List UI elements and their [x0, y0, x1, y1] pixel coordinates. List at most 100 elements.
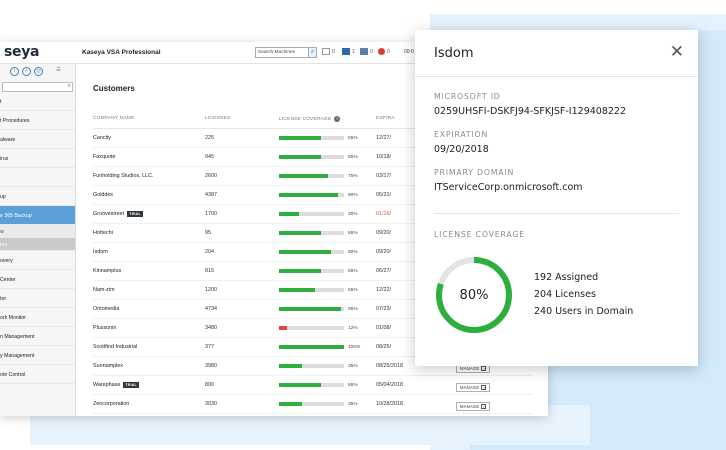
- sidebar-item[interactable]: Center: [0, 270, 75, 289]
- close-icon[interactable]: ✕: [669, 42, 684, 62]
- company-name[interactable]: Groovestreet TRIAL: [93, 211, 205, 217]
- coverage-percent: 80%: [348, 249, 358, 255]
- company-name-text: Ontomedia: [93, 306, 120, 312]
- coverage-donut: [436, 257, 512, 333]
- sidebar-item[interactable]: alware: [0, 130, 75, 149]
- expiration-label: EXPIRATION: [434, 130, 489, 139]
- table-row[interactable]: Sunnamplex 3980 35% 08/25/2018 MANAGE ↗: [93, 357, 533, 376]
- column-licenses[interactable]: LICENSES: [205, 116, 231, 121]
- license-count: 800: [205, 382, 214, 388]
- sidebar-search-input[interactable]: ⌕: [2, 82, 73, 92]
- license-coverage: 80%: [279, 250, 376, 255]
- table-row[interactable]: Plussunin 3480 12% 01/08/: [93, 319, 533, 338]
- table-row[interactable]: Faxquote 945 65% 10/18/: [93, 148, 533, 167]
- coverage-percent: 65%: [348, 268, 358, 274]
- company-name[interactable]: Ontomedia: [93, 306, 205, 312]
- company-name[interactable]: Faxquote: [93, 154, 205, 160]
- task-icon: [360, 48, 368, 55]
- alarm-count: 0: [387, 48, 390, 55]
- sidebar-item[interactable]: ork Monitor: [0, 308, 75, 327]
- company-name[interactable]: Nam-zim: [93, 287, 205, 293]
- alarm-status[interactable]: 0: [378, 48, 390, 55]
- manage-button[interactable]: MANAGE ↗: [456, 402, 491, 411]
- sidebar-item[interactable]: ote Control: [0, 365, 75, 384]
- company-name[interactable]: Plussunin: [93, 325, 205, 331]
- expiration-date: 08/25/: [376, 344, 391, 350]
- company-name-text: Funholding Studios, LLC.: [93, 173, 154, 179]
- search-icon[interactable]: ⌕: [308, 47, 317, 58]
- task-status[interactable]: 0: [360, 48, 373, 55]
- expiration-value: 09/20/2018: [434, 144, 489, 155]
- table-row[interactable]: Kinnamplus 815 65% 06/27/: [93, 262, 533, 281]
- coverage-percent: 55%: [348, 287, 358, 293]
- menu-icon[interactable]: ☰: [56, 67, 61, 73]
- sidebar-item[interactable]: irus: [0, 149, 75, 168]
- microsoft-id-value: 0259UHSFI-DSKFJ94-SFKJSF-I129408222: [434, 106, 627, 117]
- coverage-bar-fill: [279, 364, 302, 368]
- company-name[interactable]: Cancity: [93, 135, 205, 141]
- table-row[interactable]: Scottfind Industrial 377 100% 08/25/: [93, 338, 533, 357]
- table-row[interactable]: Isdom 204 80% 09/20/: [93, 243, 533, 262]
- table-row[interactable]: Zencorporation 3030 35% 10/28/2018 MANAGE ↗: [93, 395, 533, 414]
- table-row[interactable]: Warephase TRIAL 800 65% 05/04/2018 MANAGE ↗: [93, 376, 533, 395]
- company-name[interactable]: Sunnamplex: [93, 363, 205, 369]
- panel-header: Isdom ✕: [415, 30, 698, 77]
- column-company[interactable]: COMPANY NAME: [93, 116, 135, 121]
- company-name[interactable]: Isdom: [93, 249, 205, 255]
- company-name[interactable]: Funholding Studios, LLC.: [93, 173, 205, 179]
- divider: [434, 213, 679, 214]
- sidebar-item[interactable]: w: [0, 225, 75, 238]
- sidebar-item[interactable]: [0, 168, 75, 187]
- search-icon[interactable]: ⌕: [67, 83, 71, 89]
- expiration-date: 12/22/: [376, 287, 391, 293]
- column-coverage[interactable]: LICENSE COVERAGE?: [279, 114, 376, 128]
- company-name[interactable]: Scottfind Industrial: [93, 344, 205, 350]
- primary-domain-label: PRIMARY DOMAIN: [434, 168, 515, 177]
- mail-status[interactable]: 0: [322, 48, 335, 55]
- company-name[interactable]: Zencorporation: [93, 401, 205, 407]
- info-icon[interactable]: i: [10, 67, 19, 76]
- table-row[interactable]: Groovestreet TRIAL 1700 30% 01/16/: [93, 205, 533, 224]
- coverage-bar: [279, 307, 344, 311]
- company-name[interactable]: Kinnamplus: [93, 268, 205, 274]
- manage-button[interactable]: MANAGE ↗: [456, 383, 491, 392]
- monitor-status[interactable]: 1: [342, 48, 355, 55]
- sidebar-item[interactable]: overy: [0, 251, 75, 270]
- table-row[interactable]: Cancity 225 65% 12/27/: [93, 129, 533, 148]
- sidebar-item[interactable]: t: [0, 92, 75, 111]
- sidebar-item[interactable]: ers: [0, 238, 75, 251]
- company-name[interactable]: Golddex: [93, 192, 205, 198]
- sidebar-item[interactable]: t Procedures: [0, 111, 75, 130]
- sidebar-item[interactable]: tor: [0, 289, 75, 308]
- company-name[interactable]: Warephase TRIAL: [93, 382, 205, 388]
- company-name-text: Kinnamplus: [93, 268, 122, 274]
- expiration-date: 01/08/: [376, 325, 391, 331]
- table-row[interactable]: Hottechi 95 65% 09/20/: [93, 224, 533, 243]
- trial-badge: TRIAL: [127, 211, 143, 217]
- coverage-percent: 65%: [348, 382, 358, 388]
- sidebar-item[interactable]: e 365 Backup: [0, 206, 75, 225]
- sidebar-item[interactable]: up: [0, 187, 75, 206]
- sidebar-item[interactable]: y Management: [0, 346, 75, 365]
- table-row[interactable]: Funholding Studios, LLC. 2600 75% 03/17/: [93, 167, 533, 186]
- license-coverage: 90%: [279, 193, 376, 198]
- sidebar-item[interactable]: n Management: [0, 327, 75, 346]
- search-machines-input[interactable]: Search Machines: [255, 47, 309, 58]
- check-icon[interactable]: ✓: [22, 67, 31, 76]
- license-count: 95: [205, 230, 211, 236]
- table-row[interactable]: Ontomedia 4734 95% 07/23/: [93, 300, 533, 319]
- column-expiration[interactable]: EXPIRA: [376, 116, 395, 121]
- company-name[interactable]: Hottechi: [93, 230, 205, 236]
- license-coverage-label: LICENSE COVERAGE: [434, 230, 525, 239]
- users-count: 240 Users in Domain: [534, 306, 634, 317]
- coverage-bar: [279, 136, 344, 140]
- info-icon[interactable]: ?: [334, 116, 341, 122]
- license-coverage: 75%: [279, 174, 376, 179]
- table-row[interactable]: Nam-zim 1200 55% 12/22/: [93, 281, 533, 300]
- expiration-date: 10/18/: [376, 154, 391, 160]
- globe-icon[interactable]: ◎: [34, 67, 43, 76]
- actions: MANAGE ↗: [456, 395, 533, 413]
- table-row[interactable]: Golddex 4387 90% 05/31/: [93, 186, 533, 205]
- external-link-icon: ↗: [481, 366, 487, 371]
